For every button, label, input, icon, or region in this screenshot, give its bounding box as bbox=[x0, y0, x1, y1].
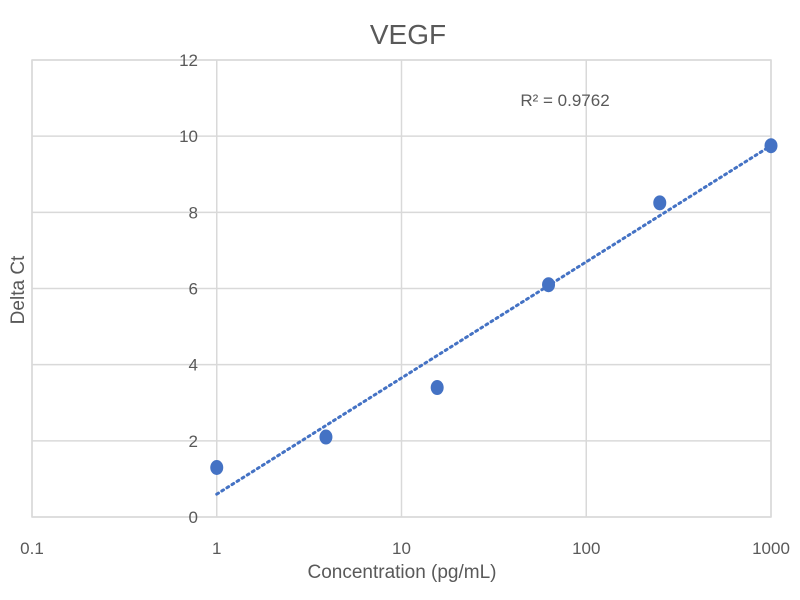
data-point bbox=[653, 195, 667, 211]
data-point bbox=[542, 277, 556, 293]
r-squared-annotation: R² = 0.9762 bbox=[520, 91, 609, 110]
y-tick-label: 10 bbox=[179, 127, 198, 146]
y-tick-label: 6 bbox=[189, 280, 198, 299]
y-tick-label: 4 bbox=[189, 356, 198, 375]
y-axis-label: Delta Ct bbox=[8, 255, 29, 324]
data-point bbox=[430, 380, 444, 396]
data-point bbox=[764, 138, 778, 154]
plot-area bbox=[31, 59, 772, 518]
trendline-layer bbox=[215, 144, 773, 496]
tick-labels-layer: 0 2 4 6 8 10 12 0.1 1 10 100 1000 bbox=[20, 51, 790, 558]
x-tick-label: 0.1 bbox=[20, 539, 44, 558]
x-axis-label: Concentration (pg/mL) bbox=[307, 562, 496, 583]
y-tick-label: 12 bbox=[179, 51, 198, 70]
x-tick-label: 1000 bbox=[752, 539, 790, 558]
x-tick-label: 10 bbox=[392, 539, 411, 558]
data-point bbox=[319, 429, 333, 445]
plot-frame bbox=[31, 59, 772, 518]
data-points-layer bbox=[210, 138, 778, 475]
trendline bbox=[215, 144, 773, 496]
y-tick-label: 2 bbox=[189, 432, 198, 451]
x-tick-label: 100 bbox=[572, 539, 600, 558]
y-tick-label: 8 bbox=[189, 203, 198, 222]
data-point bbox=[210, 459, 224, 475]
y-tick-label: 0 bbox=[189, 508, 198, 527]
chart-title: VEGF bbox=[370, 19, 446, 50]
x-tick-label: 1 bbox=[212, 539, 221, 558]
grid-layer bbox=[31, 59, 772, 518]
